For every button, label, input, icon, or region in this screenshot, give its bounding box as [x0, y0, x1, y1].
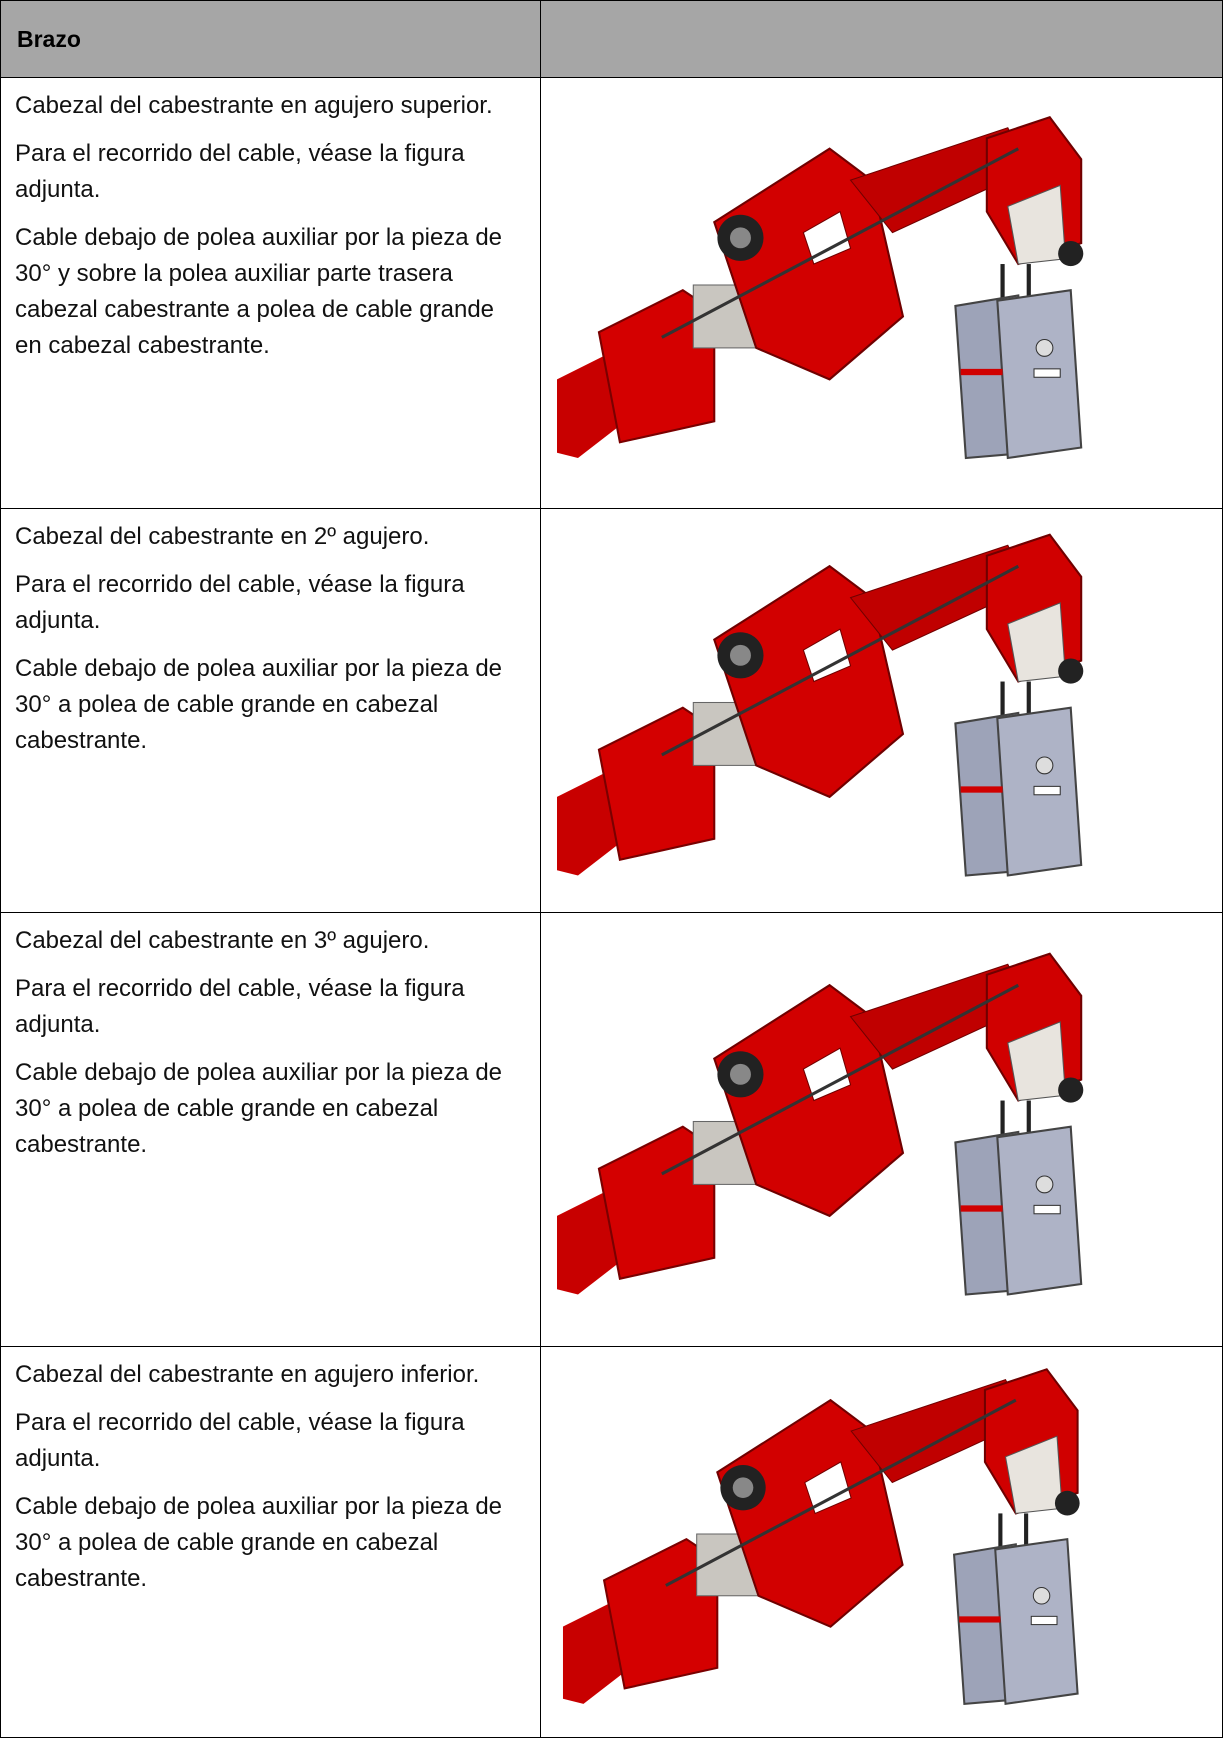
- image-cell: [540, 77, 1223, 509]
- table-row: Cabezal del cabestrante en agujero infer…: [0, 1346, 1223, 1738]
- table-row: Cabezal del cabestrante en agujero super…: [0, 77, 1223, 509]
- paragraph: Cabezal del cabestrante en agujero infer…: [15, 1361, 480, 1388]
- text-cell: Cabezal del cabestrante en agujero infer…: [0, 1346, 541, 1738]
- table-row: Cabezal del cabestrante en 2º agujero. Pa…: [0, 508, 1223, 913]
- paragraph: Para el recorrido del cable, véase la fi…: [15, 571, 465, 634]
- paragraph: Cable debajo de polea auxiliar por la pi…: [15, 1493, 503, 1592]
- paragraph: Para el recorrido del cable, véase la fi…: [15, 140, 465, 203]
- text-cell: Cabezal del cabestrante en 2º agujero. Pa…: [0, 508, 541, 913]
- text-cell: Cabezal del cabestrante en 3º agujero. Pa…: [0, 912, 541, 1347]
- crane-figure: [557, 521, 1207, 884]
- header-blank: [540, 0, 1223, 78]
- paragraph: Cabezal del cabestrante en agujero super…: [15, 92, 493, 119]
- paragraph: Para el recorrido del cable, véase la fi…: [15, 1409, 465, 1472]
- table-row: Cabezal del cabestrante en 3º agujero. Pa…: [0, 912, 1223, 1347]
- paragraph: Cable debajo de polea auxiliar por la pi…: [15, 655, 503, 754]
- header-title: Brazo: [0, 0, 541, 78]
- paragraph: Cabezal del cabestrante en 3º agujero.: [15, 927, 430, 954]
- header-row: Brazo: [0, 0, 1223, 78]
- paragraph: Cabezal del cabestrante en 2º agujero.: [15, 523, 430, 550]
- crane-figure: [557, 1359, 1207, 1709]
- paragraph: Cable debajo de polea auxiliar por la pi…: [15, 224, 503, 359]
- paragraph: Para el recorrido del cable, véase la fi…: [15, 975, 465, 1038]
- image-cell: [540, 1346, 1223, 1738]
- image-cell: [540, 508, 1223, 913]
- text-cell: Cabezal del cabestrante en agujero super…: [0, 77, 541, 509]
- crane-figure: [557, 90, 1207, 480]
- paragraph: Cable debajo de polea auxiliar por la pi…: [15, 1059, 503, 1158]
- crane-figure: [557, 925, 1207, 1318]
- image-cell: [540, 912, 1223, 1347]
